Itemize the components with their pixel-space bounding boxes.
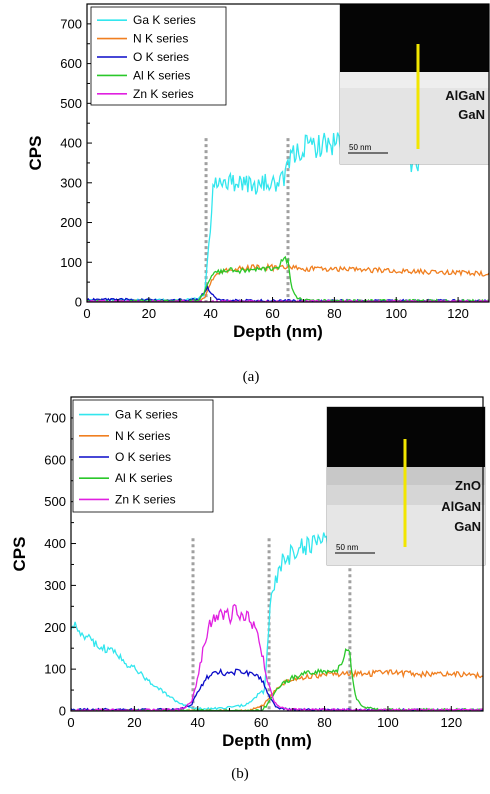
y-tick-label: 200 (60, 215, 82, 230)
x-tick-label: 120 (440, 715, 462, 730)
legend-label: Al K series (133, 68, 190, 82)
y-tick-label: 600 (60, 56, 82, 71)
legend: Ga K series N K series O K series Al K seri… (90, 6, 227, 106)
scale-bar-label: 50 nm (349, 143, 372, 152)
y-axis-title: CPS (26, 136, 45, 171)
series-line (87, 255, 489, 302)
legend-box (72, 399, 214, 513)
chart-panel-a: AlGaN GaN 50 nm 0 20 40 60 80 100 120 0 100 200 300 40… (26, 3, 490, 385)
y-tick-label: 400 (44, 536, 66, 551)
x-tick-label: 60 (265, 306, 279, 321)
x-tick-label: 80 (327, 306, 341, 321)
x-tick-label: 0 (67, 715, 74, 730)
y-axis-title: CPS (10, 537, 29, 572)
legend-label: O K series (115, 450, 171, 464)
legend-label: Al K series (115, 471, 172, 485)
chart-panel-b: ZnO AlGaN GaN 50 nm 0 20 40 60 80 100 120 0 100 200 30… (10, 396, 486, 782)
inset-layer (340, 88, 489, 164)
x-tick-label: 40 (191, 715, 205, 730)
y-tick-label: 700 (60, 16, 82, 31)
series-line (71, 648, 483, 711)
legend-label: Ga K series (133, 13, 196, 27)
x-tick-label: 80 (317, 715, 331, 730)
y-tick-label: 500 (44, 494, 66, 509)
plot-frame (86, 3, 490, 303)
x-tick-label: 100 (377, 715, 399, 730)
panel-caption: (b) (231, 766, 249, 782)
plot-frame (70, 396, 484, 712)
legend-label: N K series (115, 429, 170, 443)
y-tick-label: 100 (60, 255, 82, 270)
y-tick-label: 300 (60, 175, 82, 190)
legend-label: Ga K series (115, 408, 178, 422)
panel-caption: (a) (243, 369, 260, 385)
y-tick-label: 700 (44, 410, 66, 425)
y-tick-label: 400 (60, 136, 82, 151)
x-axis-title: Depth (nm) (222, 731, 312, 750)
series-line (71, 603, 483, 711)
x-tick-label: 120 (447, 306, 469, 321)
y-tick-label: 100 (44, 662, 66, 677)
legend-label: O K series (133, 50, 189, 64)
legend: Ga K series N K series O K series Al K seri… (72, 399, 214, 513)
inset-layer-label: ZnO (455, 478, 481, 493)
scale-bar-label: 50 nm (336, 543, 359, 552)
x-tick-label: 100 (385, 306, 407, 321)
tem-inset: AlGaN GaN 50 nm (339, 3, 490, 165)
x-tick-label: 60 (254, 715, 268, 730)
inset-layer-label: AlGaN (441, 499, 481, 514)
x-axis-title: Depth (nm) (233, 322, 323, 341)
inset-layer (340, 72, 489, 88)
inset-layer-label: GaN (454, 519, 481, 534)
legend-label: N K series (133, 32, 188, 46)
legend-label: Zn K series (115, 492, 176, 506)
inset-dark-region (340, 4, 489, 72)
inset-layer-label: AlGaN (445, 88, 485, 103)
y-tick-label: 300 (44, 578, 66, 593)
x-tick-label: 20 (127, 715, 141, 730)
x-tick-label: 40 (203, 306, 217, 321)
x-tick-label: 0 (83, 306, 90, 321)
y-tick-label: 600 (44, 452, 66, 467)
legend-label: Zn K series (133, 87, 194, 101)
tem-inset: ZnO AlGaN GaN 50 nm (326, 406, 486, 566)
y-tick-label: 0 (59, 704, 66, 719)
y-tick-label: 200 (44, 620, 66, 635)
x-tick-label: 20 (142, 306, 156, 321)
legend-box (90, 6, 227, 106)
y-tick-label: 500 (60, 96, 82, 111)
y-tick-label: 0 (75, 295, 82, 310)
inset-layer-label: GaN (458, 107, 485, 122)
